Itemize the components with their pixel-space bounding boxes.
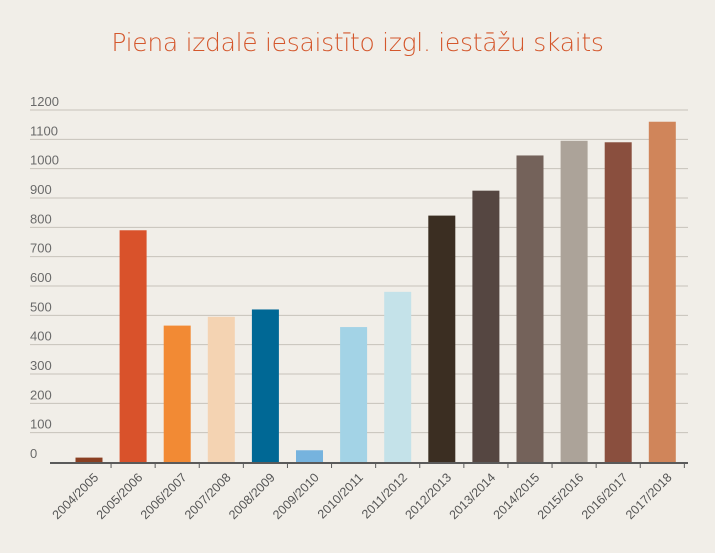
bar: [560, 140, 588, 463]
x-tick-label: 2014/2015: [491, 470, 543, 522]
bar: [251, 309, 279, 462]
bar: [207, 316, 235, 462]
y-tick-label: 1000: [30, 153, 59, 168]
x-tick-label: 2007/2008: [182, 470, 234, 522]
bar: [163, 325, 191, 462]
x-tick-label: 2012/2013: [402, 470, 454, 522]
bar: [119, 230, 147, 462]
x-tick-label: 2016/2017: [579, 470, 631, 522]
x-tick-label: 2004/2005: [50, 470, 102, 522]
y-tick-label: 600: [30, 270, 52, 285]
bar: [648, 121, 676, 462]
bar: [340, 327, 368, 462]
y-tick-label: 900: [30, 182, 52, 197]
y-tick-label: 500: [30, 299, 52, 314]
y-tick-label: 800: [30, 211, 52, 226]
x-tick-label: 2005/2006: [94, 470, 146, 522]
chart-title: Piena izdalē iesaistīto izgl. iestāžu sk…: [111, 28, 604, 57]
bar: [516, 155, 544, 462]
bar: [604, 142, 632, 462]
x-tick-label: 2017/2018: [623, 470, 675, 522]
y-tick-label: 300: [30, 358, 52, 373]
bar: [384, 291, 412, 462]
x-tick-label: 2013/2014: [447, 470, 499, 522]
bar: [75, 457, 103, 462]
x-tick-label: 2011/2012: [359, 470, 410, 521]
y-tick-label: 200: [30, 387, 52, 402]
x-tick-label: 2010/2011: [315, 470, 366, 521]
x-tick-label: 2015/2016: [535, 470, 587, 522]
bar: [428, 215, 456, 462]
x-tick-label: 2008/2009: [226, 470, 278, 522]
bar: [296, 450, 323, 462]
y-tick-label: 0: [30, 446, 37, 461]
y-tick-label: 100: [30, 417, 52, 432]
bar: [472, 190, 500, 462]
y-tick-label: 1200: [30, 94, 59, 109]
y-tick-label: 400: [30, 329, 52, 344]
x-tick-label: 2009/2010: [270, 470, 322, 522]
x-tick-label: 2006/2007: [138, 470, 190, 522]
y-tick-label: 700: [30, 241, 52, 256]
y-tick-label: 1100: [30, 123, 58, 138]
